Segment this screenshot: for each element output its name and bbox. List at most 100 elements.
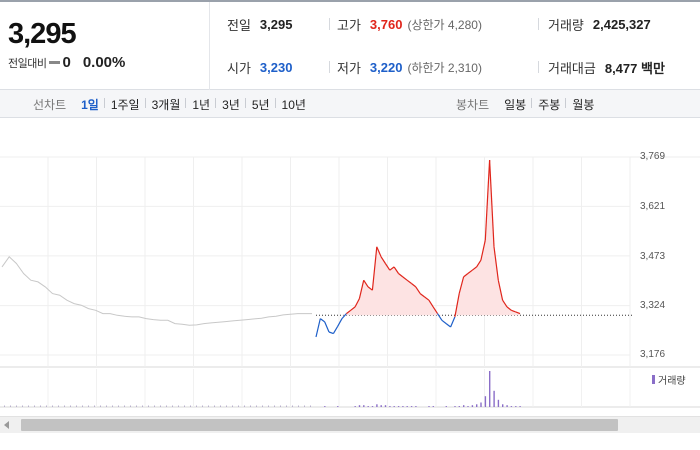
y-tick-label: 3,473	[640, 251, 666, 262]
today-line-segment	[384, 263, 391, 271]
today-line-segment	[393, 266, 399, 274]
volume-bar	[232, 405, 233, 407]
volume-bar	[410, 406, 413, 407]
quote-label: 시가	[227, 60, 251, 76]
volume-bar	[493, 390, 495, 407]
quote-label: 저가	[337, 60, 361, 76]
volume-bar	[367, 406, 369, 407]
volume-legend: 거래량	[652, 372, 686, 387]
today-line-segment	[315, 318, 321, 338]
quote-value: 3,760	[369, 16, 403, 32]
today-line-segment	[337, 318, 343, 327]
period-10y[interactable]: 10년	[274, 96, 312, 113]
period-3m[interactable]: 3개월	[144, 96, 187, 113]
today-line-segment	[328, 331, 334, 335]
line-chart-periods: 선차트 1일 1주일 3개월 1년 3년 5년 10년	[33, 90, 312, 118]
today-line-segment	[402, 276, 408, 281]
volume-bar	[298, 405, 299, 407]
candle-monthly[interactable]: 월봉	[565, 96, 600, 113]
volume-bar	[4, 405, 5, 407]
quote-lower-limit: (하한가 2,310)	[407, 60, 482, 75]
quote-low: 저가 3,220 (하한가 2,310)	[337, 57, 482, 77]
volume-bar	[371, 406, 374, 407]
period-1w[interactable]: 1주일	[103, 96, 146, 113]
quote-label: 고가	[337, 17, 361, 33]
today-line-segment	[493, 246, 499, 281]
candle-weekly[interactable]: 주봉	[531, 96, 566, 113]
scroll-left-icon[interactable]	[4, 421, 9, 429]
volume-bar	[178, 405, 179, 407]
scroll-thumb[interactable]	[21, 419, 618, 431]
volume-bar	[454, 406, 456, 407]
volume-bar	[506, 405, 508, 407]
volume-bar	[40, 405, 41, 407]
volume-bar	[70, 405, 71, 407]
flat-change-icon	[49, 61, 61, 64]
today-line-segment	[332, 325, 339, 334]
volume-bar	[220, 405, 221, 407]
period-3y[interactable]: 3년	[215, 96, 246, 113]
today-line-segment	[515, 311, 521, 315]
volume-bar	[476, 404, 478, 407]
volume-bar	[88, 405, 89, 407]
change-percent: 0.00%	[82, 54, 126, 71]
volume-bar	[52, 405, 53, 407]
divider	[329, 61, 330, 73]
volume-bar	[34, 405, 35, 407]
volume-bar	[363, 405, 365, 407]
price-chart[interactable]: 3,769 3,621 3,473 3,324 3,176	[0, 119, 700, 419]
today-line-segment	[415, 286, 421, 294]
volume-bar	[354, 406, 356, 407]
candle-daily[interactable]: 일봉	[504, 97, 527, 112]
change-label: 전일대비	[8, 57, 47, 70]
volume-bar	[28, 405, 29, 407]
volume-bar	[324, 406, 326, 407]
divider	[329, 18, 330, 30]
price-summary: 3,295 전일대비 0 0.00% 전일 3,295 고가 3,760 (상한…	[0, 2, 700, 90]
today-line-segment	[445, 323, 451, 328]
quote-prev-close: 전일 3,295	[227, 14, 292, 34]
volume-bar	[106, 405, 107, 407]
today-line-segment	[432, 306, 439, 314]
volume-bar	[142, 405, 143, 407]
volume-bar	[484, 396, 487, 407]
volume-bar	[148, 405, 149, 407]
current-price-box: 3,295 전일대비 0 0.00%	[0, 2, 210, 90]
today-line-segment	[324, 321, 330, 333]
quote-volume: 거래량 2,425,327	[548, 14, 651, 34]
volume-bar	[402, 406, 404, 407]
horizontal-scrollbar[interactable]	[0, 416, 700, 433]
volume-bar	[280, 405, 281, 407]
volume-bar	[384, 405, 387, 407]
period-1y[interactable]: 1년	[185, 96, 216, 113]
volume-bar	[226, 405, 227, 407]
today-line-segment	[489, 159, 495, 247]
quote-open: 시가 3,230	[227, 57, 292, 77]
volume-bar	[124, 405, 125, 407]
volume-bar	[172, 405, 173, 407]
volume-bar	[497, 399, 500, 407]
quote-label: 거래량	[548, 17, 584, 33]
today-line-segment	[341, 313, 347, 319]
volume-bar	[310, 405, 311, 407]
today-line-segment	[358, 280, 365, 299]
volume-bar	[358, 405, 361, 407]
volume-bar	[10, 405, 11, 407]
today-line-segment	[319, 318, 326, 323]
today-line-segment	[511, 309, 516, 313]
volume-bar	[480, 402, 482, 407]
volume-bar	[160, 405, 161, 407]
quote-amount: 거래대금 8,477 백만	[548, 57, 665, 77]
volume-bar	[244, 405, 245, 407]
today-line-segment	[458, 276, 465, 294]
today-line-segment	[471, 266, 477, 271]
change-row: 전일대비 0 0.00%	[8, 54, 125, 71]
period-5y[interactable]: 5년	[244, 96, 276, 113]
today-line-segment	[380, 256, 386, 264]
volume-bar	[250, 405, 251, 407]
divider	[538, 61, 539, 73]
volume-bar	[415, 406, 417, 407]
quote-value: 8,477 백만	[604, 60, 665, 76]
volume-bar	[262, 405, 263, 407]
period-1d[interactable]: 1일	[81, 97, 99, 112]
